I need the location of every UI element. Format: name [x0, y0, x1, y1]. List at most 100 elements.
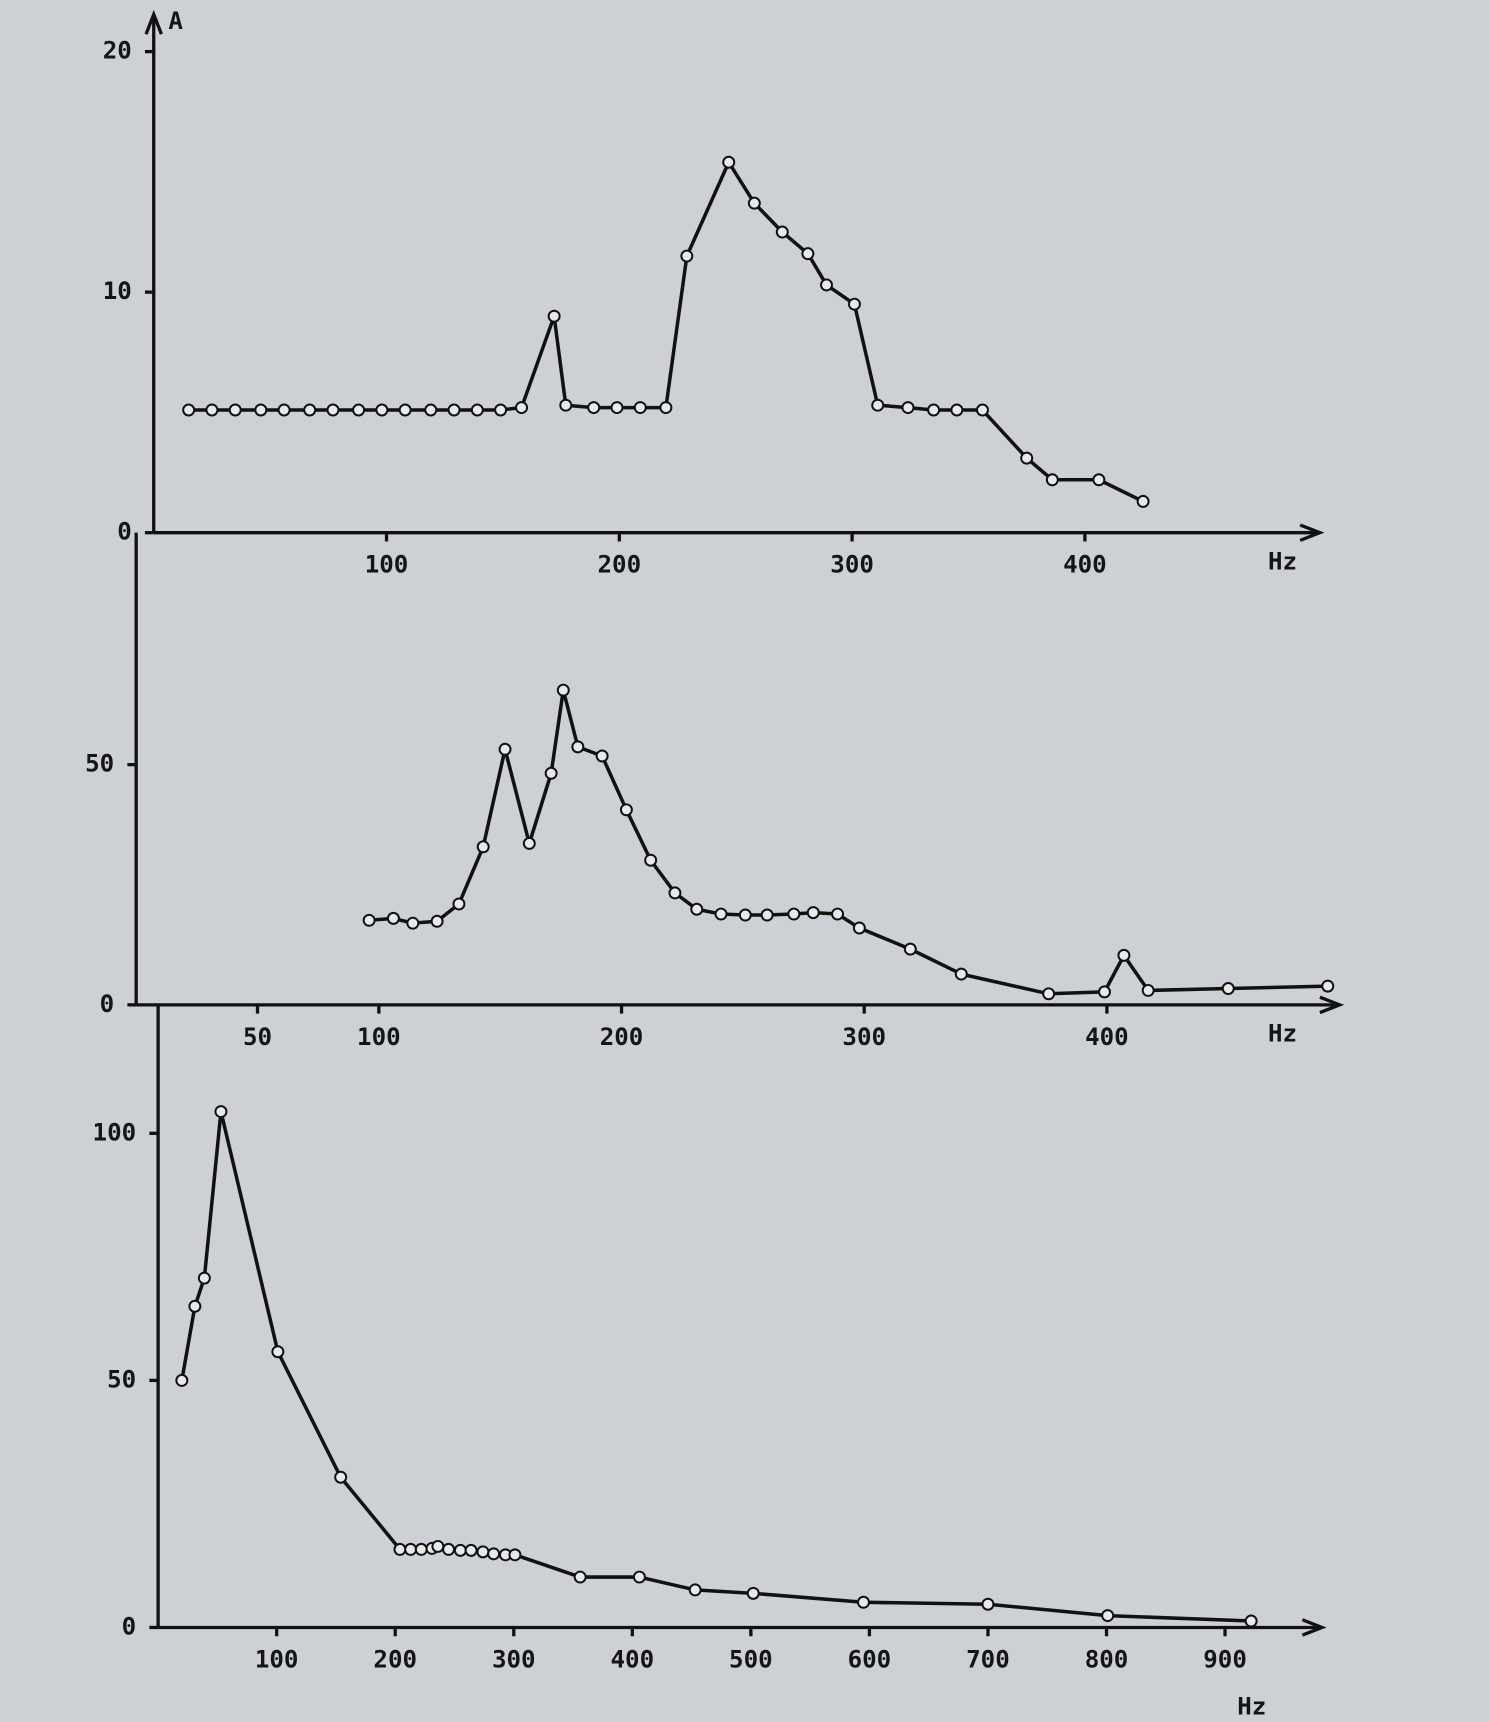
data-point: [464, 1543, 478, 1557]
data-point: [1045, 473, 1059, 487]
data-point: [544, 766, 558, 780]
data-point: [688, 1583, 702, 1597]
data-point: [659, 401, 673, 415]
data-point: [981, 1597, 995, 1611]
x-tick-label: 500: [729, 1645, 773, 1673]
data-point: [476, 1545, 490, 1559]
x-tick-label: 400: [1085, 1023, 1129, 1051]
data-point: [398, 403, 412, 417]
x-tick-label: 400: [611, 1645, 655, 1673]
y-axis-arrow: [144, 9, 163, 35]
data-point: [406, 916, 420, 930]
data-point: [927, 403, 941, 417]
data-point: [508, 1548, 522, 1562]
data-point: [950, 403, 964, 417]
data-point: [632, 1570, 646, 1584]
data-point: [393, 1542, 407, 1556]
data-point: [470, 403, 484, 417]
y-tick-label: 20: [103, 37, 132, 65]
data-point: [494, 403, 508, 417]
data-point: [619, 803, 633, 817]
y-tick-label: 0: [122, 1612, 137, 1640]
data-point: [559, 398, 573, 412]
x-tick-label: 800: [1085, 1645, 1129, 1673]
data-point: [1020, 451, 1034, 465]
data-point: [487, 1547, 501, 1561]
data-point: [903, 942, 917, 956]
data-point: [746, 1586, 760, 1600]
data-point: [1221, 982, 1235, 995]
data-point: [556, 683, 570, 697]
y-tick-label: 50: [107, 1365, 136, 1393]
data-point: [587, 401, 601, 415]
data-point: [747, 196, 761, 210]
data-point: [820, 278, 833, 292]
y-tick-label: 0: [100, 990, 115, 1018]
data-point: [633, 401, 647, 415]
data-point: [1244, 1614, 1258, 1628]
x-axis-label: Hz: [1268, 547, 1297, 575]
x-tick-label: 400: [1063, 551, 1107, 579]
data-point: [452, 897, 466, 911]
x-tick-label: 100: [255, 1645, 299, 1673]
y-axis-label: A: [168, 7, 183, 35]
data-point: [453, 1543, 467, 1557]
data-point: [228, 403, 242, 417]
data-point: [430, 914, 444, 928]
x-tick-label: 300: [492, 1645, 536, 1673]
y-tick-label: 10: [103, 277, 132, 305]
x-axis-arrow: [1301, 1618, 1327, 1637]
data-point: [303, 403, 317, 417]
x-tick-label: 100: [365, 551, 409, 579]
data-point: [722, 155, 736, 169]
data-point: [447, 403, 461, 417]
data-point: [714, 907, 728, 921]
data-point: [547, 309, 561, 323]
data-point: [498, 742, 512, 756]
data-point: [610, 401, 624, 415]
x-tick-label: 200: [598, 551, 642, 579]
data-point: [404, 1542, 418, 1556]
x-tick-label: 200: [373, 1645, 417, 1673]
data-point: [801, 247, 815, 261]
x-tick-label: 200: [600, 1023, 644, 1051]
data-point: [857, 1595, 870, 1609]
data-point: [831, 907, 845, 921]
y-tick-label: 0: [117, 518, 132, 546]
data-point: [188, 1299, 202, 1313]
data-point: [775, 225, 789, 239]
data-point: [205, 403, 219, 417]
data-point: [901, 401, 915, 415]
data-point: [871, 398, 885, 412]
data-point: [954, 967, 968, 981]
data-point: [476, 840, 490, 854]
data-point: [271, 1345, 285, 1359]
x-tick-label: 600: [848, 1645, 892, 1673]
data-point: [442, 1542, 456, 1556]
data-point: [1136, 494, 1150, 508]
data-point: [214, 1105, 228, 1119]
y-tick-label: 100: [93, 1118, 137, 1146]
x-tick-label: 700: [966, 1645, 1010, 1673]
data-point: [1042, 987, 1056, 1001]
data-point: [414, 1542, 428, 1556]
data-point: [254, 403, 268, 417]
x-tick-label: 900: [1203, 1645, 1247, 1673]
data-point: [197, 1271, 211, 1285]
data-point: [680, 249, 694, 263]
data-point: [175, 1373, 189, 1387]
data-point: [522, 836, 536, 850]
data-point: [806, 906, 820, 920]
x-tick-label: 50: [243, 1023, 272, 1051]
data-point: [595, 749, 609, 763]
data-point: [644, 853, 658, 867]
data-point: [326, 403, 340, 417]
data-point: [352, 403, 366, 417]
data-point: [182, 403, 196, 417]
data-point: [571, 740, 585, 754]
data-point: [760, 908, 774, 922]
data-point: [690, 902, 704, 916]
x-tick-label: 300: [842, 1023, 886, 1051]
